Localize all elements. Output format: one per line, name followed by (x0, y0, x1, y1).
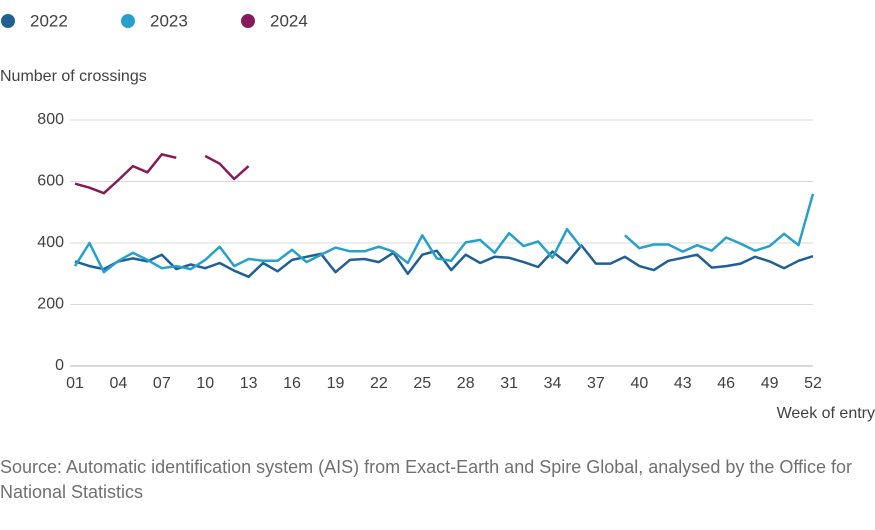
x-tick-label: 37 (587, 375, 605, 392)
x-tick-label: 49 (761, 375, 779, 392)
chart: Number of crossings Week of entry 0 200 40… (0, 11, 875, 422)
legend-label: 2024 (270, 11, 308, 30)
x-tick-label: 31 (500, 375, 518, 392)
source-note: Source: Automatic identification system … (0, 457, 853, 502)
x-tick-label: 34 (544, 375, 562, 392)
y-tick-label: 200 (37, 296, 64, 313)
y-tick-label: 800 (37, 111, 64, 128)
y-tick-label: 0 (55, 357, 64, 374)
series-line (74, 244, 814, 279)
x-tick-label: 40 (630, 375, 648, 392)
x-tick-label: 07 (153, 375, 171, 392)
legend-label: 2022 (30, 11, 68, 30)
x-tick-label: 04 (110, 375, 128, 392)
y-tick-label: 400 (37, 234, 64, 251)
x-tick-label: 52 (804, 375, 822, 392)
legend-marker (121, 14, 135, 28)
x-tick-label: 10 (196, 375, 214, 392)
legend-label: 2023 (150, 11, 188, 30)
legend-marker (241, 14, 255, 28)
x-tick-label: 22 (370, 375, 388, 392)
y-tick-label: 600 (37, 173, 64, 190)
x-tick-label: 19 (327, 375, 345, 392)
x-tick-label: 25 (413, 375, 431, 392)
x-tick-label: 28 (457, 375, 475, 392)
x-axis-label: Week of entry (777, 405, 875, 422)
x-tick-label: 46 (717, 375, 735, 392)
x-tick-label: 43 (674, 375, 692, 392)
series-line (73, 193, 815, 274)
legend-marker (1, 14, 15, 28)
x-tick-label: 01 (66, 375, 84, 392)
y-axis-label: Number of crossings (0, 68, 147, 85)
x-tick-label: 13 (240, 375, 258, 392)
x-tick-label: 16 (283, 375, 301, 392)
series-line (74, 153, 250, 195)
